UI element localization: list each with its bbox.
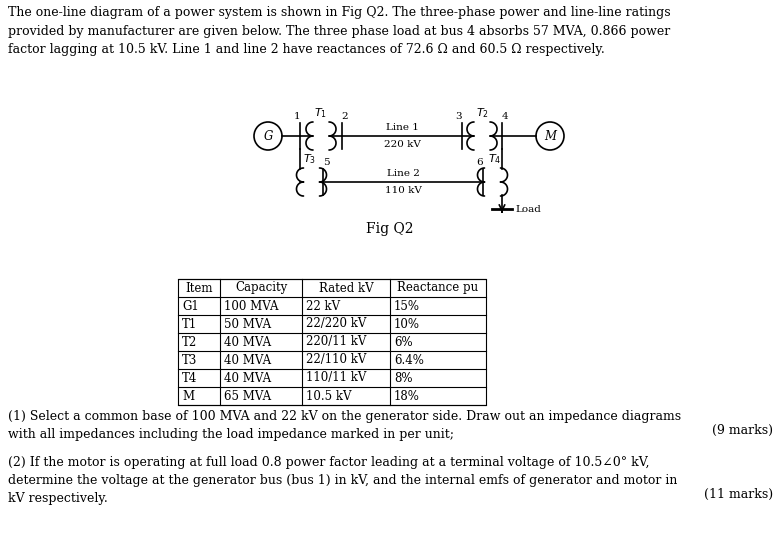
Text: (9 marks): (9 marks) xyxy=(712,424,773,437)
Text: 22/110 kV: 22/110 kV xyxy=(306,354,366,366)
Bar xyxy=(178,279,486,405)
Text: Line 1: Line 1 xyxy=(386,123,419,132)
Text: Line 2: Line 2 xyxy=(387,169,419,178)
Text: 220/11 kV: 220/11 kV xyxy=(306,335,366,349)
Text: 8%: 8% xyxy=(394,372,412,384)
Text: G1: G1 xyxy=(182,300,198,312)
Text: Load: Load xyxy=(515,205,541,214)
Text: 110 kV: 110 kV xyxy=(384,186,422,195)
Text: T2: T2 xyxy=(182,335,198,349)
Text: 18%: 18% xyxy=(394,389,420,403)
Text: Rated kV: Rated kV xyxy=(319,281,373,294)
Text: 40 MVA: 40 MVA xyxy=(224,335,271,349)
Text: 6%: 6% xyxy=(394,335,412,349)
Text: 40 MVA: 40 MVA xyxy=(224,354,271,366)
Text: 4: 4 xyxy=(501,112,508,121)
Text: Reactance pu: Reactance pu xyxy=(398,281,479,294)
Text: 100 MVA: 100 MVA xyxy=(224,300,279,312)
Text: 15%: 15% xyxy=(394,300,420,312)
Text: (11 marks): (11 marks) xyxy=(704,488,773,501)
Text: Item: Item xyxy=(185,281,212,294)
Text: M: M xyxy=(544,130,556,143)
Text: 10.5 kV: 10.5 kV xyxy=(306,389,351,403)
Text: $T_2$: $T_2$ xyxy=(476,106,488,120)
Text: 6.4%: 6.4% xyxy=(394,354,424,366)
Text: 50 MVA: 50 MVA xyxy=(224,318,271,331)
Text: T4: T4 xyxy=(182,372,198,384)
Text: 22 kV: 22 kV xyxy=(306,300,340,312)
Text: Capacity: Capacity xyxy=(235,281,287,294)
Text: M: M xyxy=(182,389,194,403)
Text: T1: T1 xyxy=(182,318,198,331)
Text: 10%: 10% xyxy=(394,318,420,331)
Text: 65 MVA: 65 MVA xyxy=(224,389,271,403)
Text: 5: 5 xyxy=(323,158,330,167)
Text: $T_1$: $T_1$ xyxy=(315,106,327,120)
Text: $T_3$: $T_3$ xyxy=(303,152,316,166)
Text: 1: 1 xyxy=(294,112,301,121)
Text: 40 MVA: 40 MVA xyxy=(224,372,271,384)
Text: T3: T3 xyxy=(182,354,198,366)
Text: G: G xyxy=(263,130,273,143)
Text: The one-line diagram of a power system is shown in Fig Q2. The three-phase power: The one-line diagram of a power system i… xyxy=(8,6,671,56)
Text: (1) Select a common base of 100 MVA and 22 kV on the generator side. Draw out an: (1) Select a common base of 100 MVA and … xyxy=(8,410,681,441)
Text: 3: 3 xyxy=(455,112,462,121)
Text: 2: 2 xyxy=(342,112,348,121)
Text: Fig Q2: Fig Q2 xyxy=(366,222,414,236)
Text: $T_4$: $T_4$ xyxy=(488,152,501,166)
Text: 22/220 kV: 22/220 kV xyxy=(306,318,366,331)
Text: 110/11 kV: 110/11 kV xyxy=(306,372,366,384)
Text: 220 kV: 220 kV xyxy=(383,140,420,149)
Text: (2) If the motor is operating at full load 0.8 power factor leading at a termina: (2) If the motor is operating at full lo… xyxy=(8,456,677,505)
Text: 6: 6 xyxy=(476,158,483,167)
